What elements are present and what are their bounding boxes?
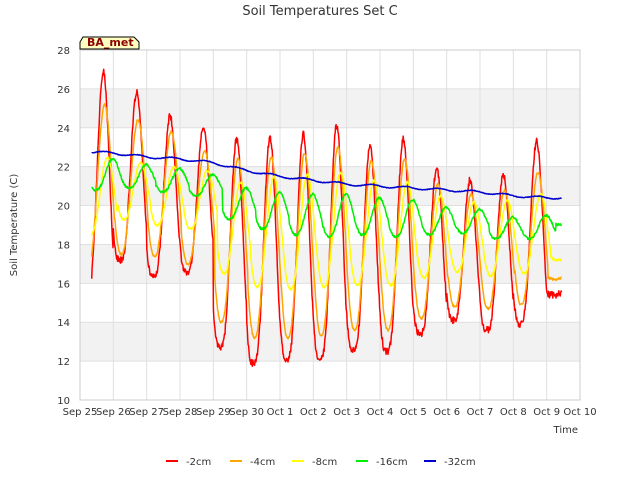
x-tick-label: Sep 30 [229, 407, 264, 418]
legend-item: -32cm [424, 457, 476, 468]
y-tick-label: 14 [57, 318, 70, 329]
y-tick-label: 18 [57, 240, 70, 251]
y-tick-label: 22 [57, 163, 70, 174]
series-line-minus-8cm [90, 156, 562, 291]
y-tick-labels: 10 12 14 16 18 20 22 24 26 28 [57, 46, 70, 407]
x-tick-label: Sep 29 [196, 407, 231, 418]
series-line-minus-4cm [90, 102, 562, 340]
x-axis-label: Time [553, 425, 578, 436]
legend-item: -4cm [230, 457, 275, 468]
station-badge: BA_met [79, 36, 140, 50]
legend-item: -2cm [166, 457, 211, 468]
y-axis-label: Soil Temperature (C) [9, 174, 20, 277]
y-tick-label: 12 [57, 357, 70, 368]
x-tick-label: Oct 6 [433, 407, 460, 418]
y-tick-label: 20 [57, 202, 70, 213]
x-tick-label: Oct 2 [300, 407, 327, 418]
x-tick-label: Oct 7 [467, 407, 494, 418]
legend-label: -32cm [444, 457, 476, 468]
y-tick-label: 24 [57, 124, 70, 135]
series-line-minus-2cm [90, 68, 563, 368]
station-badge-label: BA_met [87, 36, 134, 49]
x-tick-label: Oct 1 [267, 407, 294, 418]
legend-label: -2cm [186, 457, 211, 468]
x-tick-label: Oct 9 [533, 407, 560, 418]
x-tick-label: Oct 3 [333, 407, 360, 418]
y-tick-label: 16 [57, 279, 70, 290]
y-tick-label: 10 [57, 396, 70, 407]
legend-label: -16cm [376, 457, 408, 468]
x-tick-label: Sep 26 [96, 407, 131, 418]
x-tick-label: Sep 27 [129, 407, 164, 418]
x-tick-label: Oct 8 [500, 407, 527, 418]
plot-area-border [79, 49, 581, 401]
y-tick-label: 28 [57, 46, 70, 57]
y-tick-label: 26 [57, 85, 70, 96]
x-tick-label: Sep 28 [163, 407, 198, 418]
chart-title: Soil Temperatures Set C [242, 4, 397, 19]
series-line-minus-32cm [91, 150, 562, 200]
x-tick-label: Oct 10 [563, 407, 596, 418]
x-tick-label: Oct 5 [400, 407, 427, 418]
legend-item: -16cm [356, 457, 408, 468]
plot-band [80, 88, 580, 128]
x-tick-label: Oct 4 [367, 407, 394, 418]
series-line-minus-16cm [91, 157, 563, 241]
x-tick-label: Sep 25 [63, 407, 98, 418]
legend-item: -8cm [292, 457, 337, 468]
legend: -2cm -4cm -8cm -16cm -32cm [166, 457, 476, 468]
legend-label: -4cm [250, 457, 275, 468]
plot-bands [80, 88, 580, 362]
legend-label: -8cm [312, 457, 337, 468]
series-lines [90, 68, 563, 368]
plot-band [80, 322, 580, 362]
